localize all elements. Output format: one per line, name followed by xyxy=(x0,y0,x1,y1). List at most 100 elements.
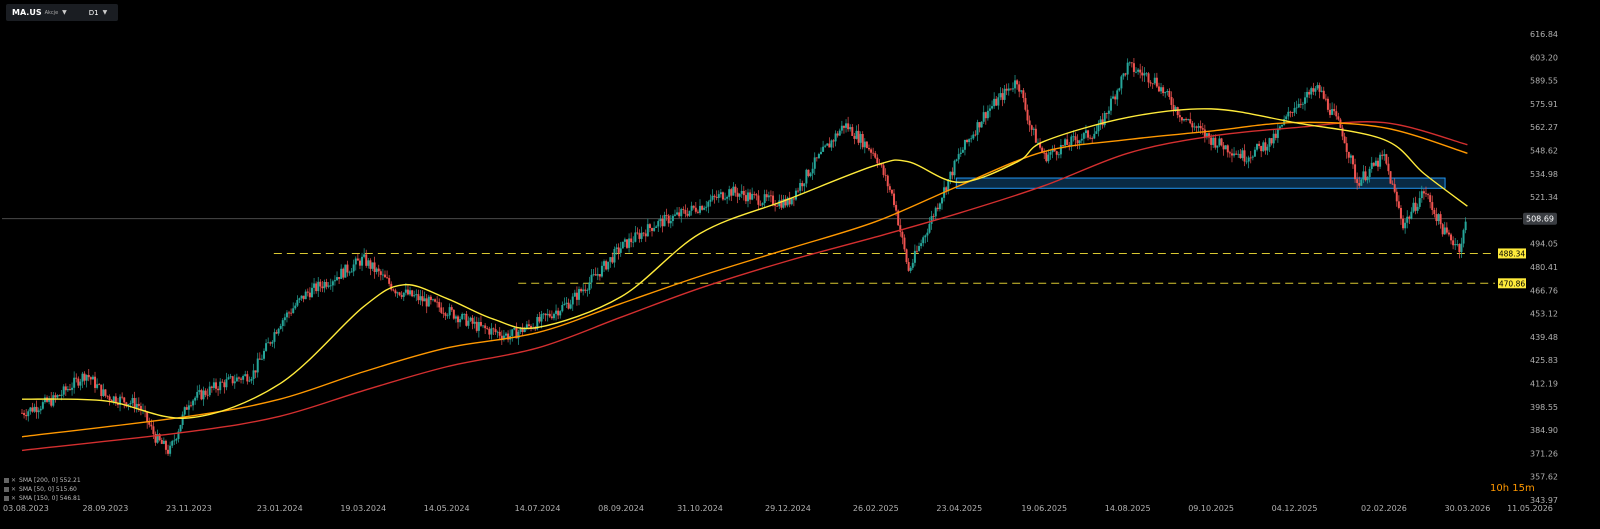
y-tick-label: 453.12 xyxy=(1530,310,1558,319)
y-tick-label: 343.97 xyxy=(1530,496,1558,505)
candle-body xyxy=(696,211,699,213)
symbol-dropdown-icon[interactable]: ▼ xyxy=(62,9,67,16)
candle-body xyxy=(438,302,441,308)
candle-body xyxy=(1132,63,1135,72)
candle-body xyxy=(1274,133,1277,138)
candle-body xyxy=(724,198,727,200)
candle-body xyxy=(1379,154,1382,167)
legend-item-sma150[interactable]: ✕ SMA [150, 0] 546.81 xyxy=(4,494,81,503)
candle-body xyxy=(822,146,825,152)
candle-body xyxy=(1208,133,1211,138)
candle-body xyxy=(106,395,109,397)
x-tick-label: 03.08.2023 xyxy=(3,504,49,513)
candle-body xyxy=(469,317,472,321)
candle-body xyxy=(845,123,848,128)
candle-body xyxy=(899,225,902,232)
candle-body xyxy=(1082,133,1085,139)
candle-body xyxy=(298,298,301,300)
candle-body xyxy=(648,224,651,229)
candle-body xyxy=(60,394,63,396)
candle-body xyxy=(183,407,186,415)
candle-body xyxy=(283,317,286,321)
close-icon[interactable]: ✕ xyxy=(11,495,17,502)
candle-body xyxy=(853,135,856,139)
candle-body xyxy=(221,381,224,383)
candle-body xyxy=(1116,90,1119,100)
candle-body xyxy=(381,274,384,276)
candle-body xyxy=(730,189,733,196)
candle-body xyxy=(1241,150,1244,159)
candle-body xyxy=(1064,139,1067,146)
legend-box-icon xyxy=(4,487,9,492)
timeframe-label[interactable]: D1 xyxy=(88,8,99,17)
candle-body xyxy=(742,190,745,196)
candle-body xyxy=(757,195,760,205)
symbol-label[interactable]: MA.US xyxy=(12,8,42,17)
candle-body xyxy=(260,358,263,360)
candle-body xyxy=(1059,144,1062,155)
symbol-toolbar[interactable]: MA.US Akcje ▼ D1 ▼ xyxy=(6,4,118,21)
candle-body xyxy=(882,165,885,175)
candle-body xyxy=(1072,136,1075,138)
candle-body xyxy=(139,405,142,411)
sma50-line xyxy=(21,108,1468,419)
candle-body xyxy=(1226,145,1229,153)
timeframe-dropdown-icon[interactable]: ▼ xyxy=(102,9,108,16)
candle-body xyxy=(1364,171,1367,181)
candle-body xyxy=(1458,244,1461,253)
candle-body xyxy=(313,283,316,288)
candle-body xyxy=(1197,125,1200,128)
candle-body xyxy=(457,316,460,323)
candle-body xyxy=(164,440,167,450)
x-tick-label: 08.09.2024 xyxy=(598,504,644,513)
candle-body xyxy=(782,199,785,208)
close-icon[interactable]: ✕ xyxy=(11,486,17,493)
candle-body xyxy=(1034,128,1037,143)
x-tick-label: 19.06.2025 xyxy=(1021,504,1067,513)
legend-item-sma200[interactable]: ✕ SMA [200, 0] 552.21 xyxy=(4,476,81,485)
candle-body xyxy=(1391,183,1394,185)
candle-body xyxy=(1414,202,1417,211)
candle-body xyxy=(75,377,78,379)
candle-body xyxy=(33,406,36,412)
candle-body xyxy=(1139,69,1142,73)
candle-body xyxy=(1237,153,1240,155)
legend-item-sma50[interactable]: ✕ SMA [50, 0] 515.60 xyxy=(4,485,81,494)
candle-body xyxy=(64,386,67,391)
candle-body xyxy=(740,190,743,194)
candle-body xyxy=(855,130,858,139)
candle-body xyxy=(1128,62,1131,64)
candle-body xyxy=(39,408,42,411)
candle-body xyxy=(915,250,918,252)
candle-body xyxy=(338,277,341,279)
candle-body xyxy=(709,199,712,202)
candle-body xyxy=(265,343,268,351)
candle-body xyxy=(588,282,591,291)
candle-body xyxy=(325,281,328,287)
close-icon[interactable]: ✕ xyxy=(11,477,17,484)
candle-body xyxy=(676,212,679,215)
candle-body xyxy=(486,328,489,329)
candle-body xyxy=(815,157,818,159)
candle-body xyxy=(1047,154,1050,162)
candle-body xyxy=(1283,119,1286,125)
candle-body xyxy=(181,414,184,425)
candle-body xyxy=(605,261,608,270)
candle-body xyxy=(1166,91,1169,93)
candle-body xyxy=(267,342,270,344)
candle-body xyxy=(615,247,618,249)
candle-body xyxy=(1174,107,1177,110)
candle-body xyxy=(148,422,151,425)
candle-body xyxy=(1351,155,1354,165)
candle-body xyxy=(1095,131,1098,134)
y-tick-label: 548.62 xyxy=(1530,147,1558,156)
candle-body xyxy=(1018,84,1021,92)
candle-body xyxy=(830,140,833,148)
candle-body xyxy=(995,98,998,106)
candle-body xyxy=(938,203,941,210)
candle-body xyxy=(89,377,92,380)
candle-body xyxy=(1287,111,1290,117)
candle-body xyxy=(494,329,497,333)
candle-body xyxy=(790,198,793,205)
